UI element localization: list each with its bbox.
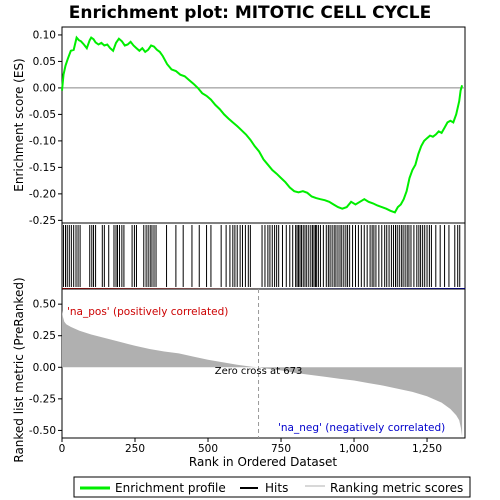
x-tick-label: 500 [198, 443, 218, 455]
es-y-tick-label: 0.05 [33, 56, 56, 68]
x-tick-label: 250 [125, 443, 145, 455]
x-axis: 0 250 500 750 1,000 1,250 [59, 438, 442, 455]
pos-correlated-label: 'na_pos' (positively correlated) [67, 306, 228, 318]
enrichment-profile-line [61, 35, 464, 214]
x-tick-label: 1,000 [339, 443, 369, 455]
es-y-axis-label: Enrichment score (ES) [12, 58, 26, 191]
x-tick-label: 0 [59, 443, 66, 455]
zero-cross-label: Zero cross at 673 [215, 366, 303, 377]
neg-correlated-label: 'na_neg' (negatively correlated) [278, 422, 445, 434]
es-y-axis: 0.10 0.05 0.00 -0.05 -0.10 -0.15 -0.20 -0.25 [29, 29, 62, 227]
es-panel-frame [61, 26, 466, 224]
es-y-tick-label: -0.20 [29, 188, 56, 200]
es-y-tick-label: 0.00 [33, 82, 56, 94]
legend-label-enrichment: Enrichment profile [115, 481, 226, 495]
x-tick-label: 750 [271, 443, 291, 455]
metric-y-axis: 0.50 0.25 0.00 -0.25 -0.50 [29, 299, 62, 437]
metric-y-tick-label: 0.00 [33, 362, 56, 374]
metric-y-tick-label: -0.25 [29, 393, 56, 405]
legend: Enrichment profile Hits Ranking metric s… [73, 476, 471, 498]
es-y-tick-label: -0.10 [29, 135, 56, 147]
legend-frame [73, 476, 471, 498]
metric-y-tick-label: 0.50 [33, 299, 56, 311]
x-tick-label: 1,250 [412, 443, 442, 455]
es-y-tick-label: -0.25 [29, 215, 56, 227]
metric-y-tick-label: -0.50 [29, 425, 56, 437]
chart-title: Enrichment plot: MITOTIC CELL CYCLE [69, 3, 431, 23]
metric-y-axis-label: Ranked list metric (PreRanked) [12, 277, 26, 462]
es-y-tick-label: 0.10 [33, 29, 56, 41]
ranking-metric-area [62, 310, 463, 437]
es-y-tick-label: -0.15 [29, 162, 56, 174]
metric-y-tick-label: 0.25 [33, 330, 56, 342]
es-y-tick-label: -0.05 [29, 109, 56, 121]
legend-label-metric: Ranking metric scores [330, 481, 463, 495]
legend-label-hits: Hits [265, 481, 288, 495]
x-axis-label: Rank in Ordered Dataset [189, 455, 337, 469]
hits-marks [62, 225, 461, 287]
